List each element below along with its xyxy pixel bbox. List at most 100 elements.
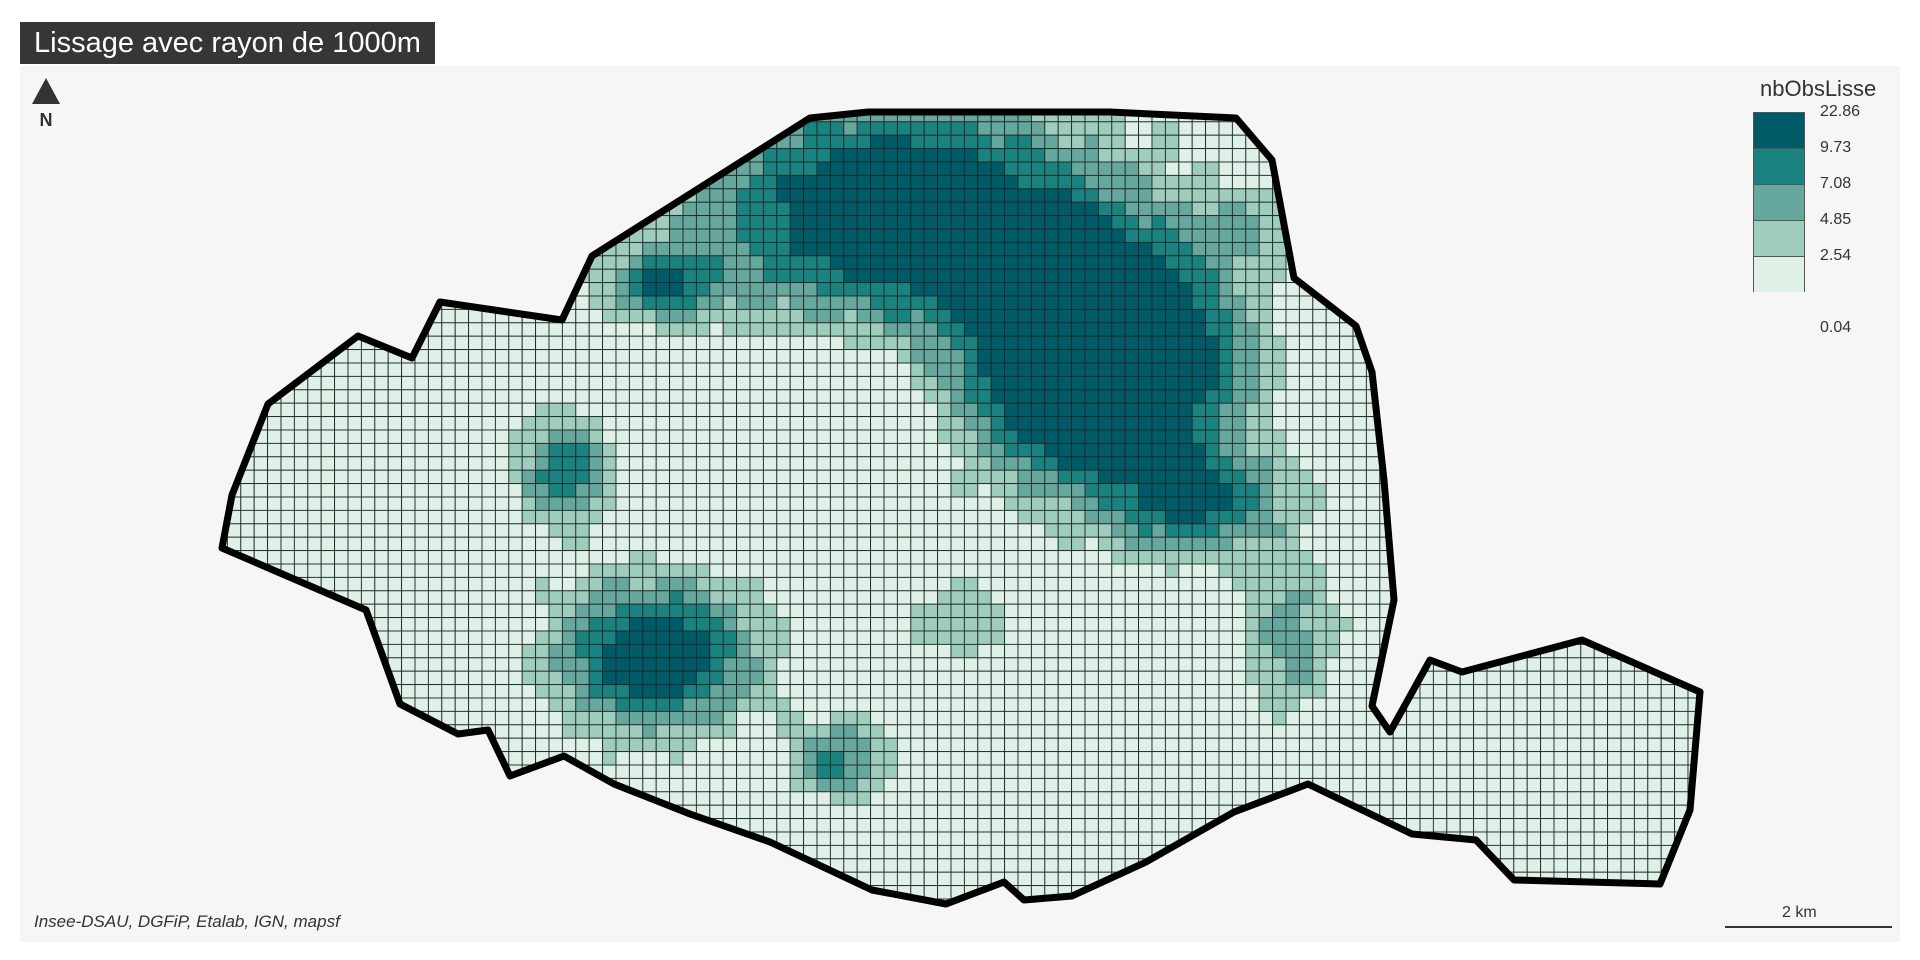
grid-cell <box>588 496 604 511</box>
grid-cell <box>1231 362 1247 377</box>
grid-cell <box>816 630 831 645</box>
grid-cell <box>722 643 738 659</box>
grid-cell <box>401 496 416 511</box>
grid-cell <box>1178 134 1193 150</box>
grid-cell <box>1272 375 1287 391</box>
grid-cell <box>307 241 322 257</box>
grid-cell <box>1124 148 1140 163</box>
grid-cell <box>1419 536 1434 552</box>
grid-cell <box>320 121 336 136</box>
grid-cell <box>1325 121 1341 136</box>
grid-cell <box>1325 576 1341 592</box>
grid-cell <box>320 617 336 632</box>
grid-cell <box>1044 576 1059 592</box>
grid-cell <box>441 442 456 458</box>
grid-cell <box>628 416 644 431</box>
grid-cell <box>937 469 952 485</box>
grid-cell <box>736 563 751 578</box>
grid-cell <box>535 523 550 538</box>
grid-cell <box>1660 201 1676 217</box>
grid-cell <box>1687 112 1700 123</box>
grid-cell <box>1164 255 1180 270</box>
grid-cell <box>1191 161 1207 176</box>
grid-cell <box>1540 121 1555 136</box>
grid-cell <box>628 442 644 458</box>
grid-cell <box>1365 550 1381 565</box>
grid-cell <box>655 188 671 203</box>
grid-cell <box>1218 295 1233 310</box>
grid-cell <box>1392 442 1408 458</box>
grid-cell <box>1245 509 1260 525</box>
grid-cell <box>1097 121 1113 136</box>
grid-cell <box>1620 174 1635 190</box>
grid-cell <box>1298 112 1314 123</box>
grid-cell <box>575 389 590 404</box>
grid-cell <box>1419 603 1434 619</box>
grid-cell <box>1633 509 1649 525</box>
grid-cell <box>347 523 362 538</box>
grid-cell <box>695 295 711 310</box>
grid-cell <box>1312 161 1327 176</box>
grid-cell <box>1379 308 1394 324</box>
grid-cell <box>226 121 242 136</box>
grid-cell <box>1419 349 1434 364</box>
grid-cell <box>548 322 563 337</box>
grid-cell <box>628 643 644 659</box>
grid-cell <box>1593 295 1609 310</box>
grid-cell <box>1499 429 1515 444</box>
grid-cell <box>602 483 617 498</box>
grid-cell <box>1071 483 1086 498</box>
grid-cell <box>789 201 805 217</box>
grid-cell <box>1258 188 1274 203</box>
grid-cell <box>481 590 496 605</box>
grid-cell <box>1004 322 1019 337</box>
grid-cell <box>521 483 537 498</box>
grid-cell <box>1057 483 1073 498</box>
grid-cell <box>1459 121 1475 136</box>
grid-cell <box>1245 201 1260 217</box>
grid-cell <box>561 402 577 418</box>
grid-cell <box>776 442 791 458</box>
grid-cell <box>1298 657 1314 672</box>
grid-cell <box>561 657 577 672</box>
grid-cell <box>1701 403 1714 416</box>
grid-cell <box>896 617 912 632</box>
grid-cell <box>1178 442 1193 458</box>
grid-cell <box>561 590 577 605</box>
grid-cell <box>1030 215 1046 230</box>
grid-cell <box>253 523 269 538</box>
grid-cell <box>1178 335 1193 351</box>
grid-cell <box>1419 308 1434 324</box>
grid-cell <box>736 550 751 565</box>
grid-cell <box>1553 576 1568 592</box>
grid-cell <box>856 469 872 485</box>
grid-cell <box>222 469 228 485</box>
grid-cell <box>1057 228 1073 243</box>
grid-cell <box>521 657 537 672</box>
grid-cell <box>374 349 389 364</box>
grid-cell <box>816 590 831 605</box>
grid-cell <box>1298 362 1314 377</box>
grid-cell <box>1231 402 1247 418</box>
grid-cell <box>1164 456 1180 471</box>
grid-cell <box>588 603 604 619</box>
grid-cell <box>441 684 456 699</box>
grid-cell <box>1647 255 1662 270</box>
grid-cell <box>722 228 738 243</box>
grid-cell <box>334 295 349 310</box>
grid-cell <box>950 670 965 686</box>
grid-cell <box>870 483 885 498</box>
grid-cell <box>1459 389 1475 404</box>
grid-cell <box>240 576 255 592</box>
grid-cell <box>1593 322 1609 337</box>
grid-cell <box>1258 590 1274 605</box>
grid-cell <box>843 255 858 270</box>
grid-cell <box>253 322 269 337</box>
grid-cell <box>280 670 295 686</box>
grid-cell <box>1432 402 1448 418</box>
grid-cell <box>602 282 617 297</box>
grid-cell <box>883 590 898 605</box>
grid-cell <box>655 161 671 176</box>
grid-cell <box>1620 121 1635 136</box>
grid-cell <box>1325 536 1341 552</box>
